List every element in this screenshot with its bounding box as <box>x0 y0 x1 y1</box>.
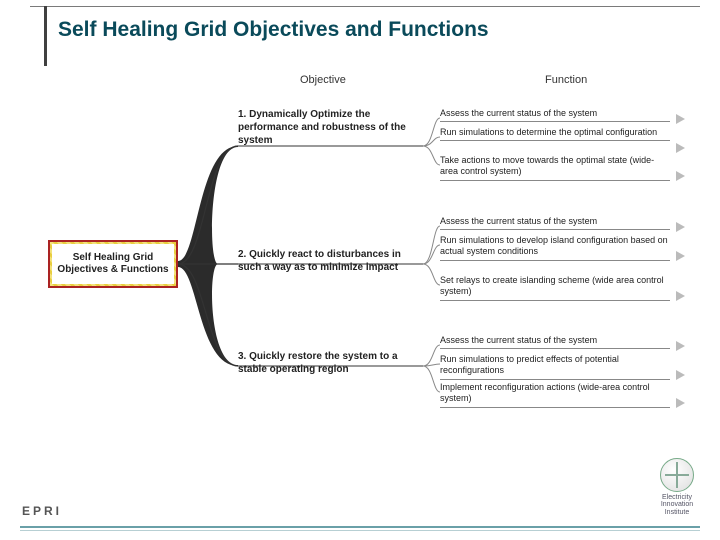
objective-3: 3. Quickly restore the system to a stabl… <box>238 350 423 376</box>
function-2-3: Set relays to create islanding scheme (w… <box>440 275 670 301</box>
column-header-objective: Objective <box>300 74 346 86</box>
function-3-1: Assess the current status of the system <box>440 335 670 349</box>
top-rule <box>30 6 700 7</box>
globe-icon <box>660 458 694 492</box>
arrow-icon <box>676 143 685 153</box>
function-1-1: Assess the current status of the system <box>440 108 670 122</box>
eii-line: Electricity <box>660 494 694 501</box>
objective-1: 1. Dynamically Optimize the performance … <box>238 108 423 147</box>
bottom-rule <box>20 526 700 528</box>
epri-logo: EPRI <box>22 504 62 518</box>
function-1-2: Run simulations to determine the optimal… <box>440 127 670 141</box>
arrow-icon <box>676 341 685 351</box>
column-header-function: Function <box>545 74 587 86</box>
arrow-icon <box>676 171 685 181</box>
function-3-2: Run simulations to predict effects of po… <box>440 354 670 380</box>
root-node: Self Healing Grid Objectives & Functions <box>48 240 178 288</box>
function-2-2: Run simulations to develop island config… <box>440 235 670 261</box>
eii-line: Institute <box>660 509 694 516</box>
function-3-3: Implement reconfiguration actions (wide-… <box>440 382 670 408</box>
eii-line: Innovation <box>660 501 694 508</box>
arrow-icon <box>676 398 685 408</box>
arrow-icon <box>676 114 685 124</box>
arrow-icon <box>676 370 685 380</box>
function-1-3: Take actions to move towards the optimal… <box>440 155 670 181</box>
arrow-icon <box>676 291 685 301</box>
bottom-rule-2 <box>20 530 700 531</box>
arrow-icon <box>676 251 685 261</box>
objective-2: 2. Quickly react to disturbances in such… <box>238 248 423 274</box>
title-left-rule <box>44 6 47 66</box>
eii-logo: Electricity Innovation Institute <box>660 458 694 516</box>
root-node-label: Self Healing Grid Objectives & Functions <box>52 244 174 284</box>
function-2-1: Assess the current status of the system <box>440 216 670 230</box>
arrow-icon <box>676 222 685 232</box>
page-title: Self Healing Grid Objectives and Functio… <box>58 18 489 42</box>
